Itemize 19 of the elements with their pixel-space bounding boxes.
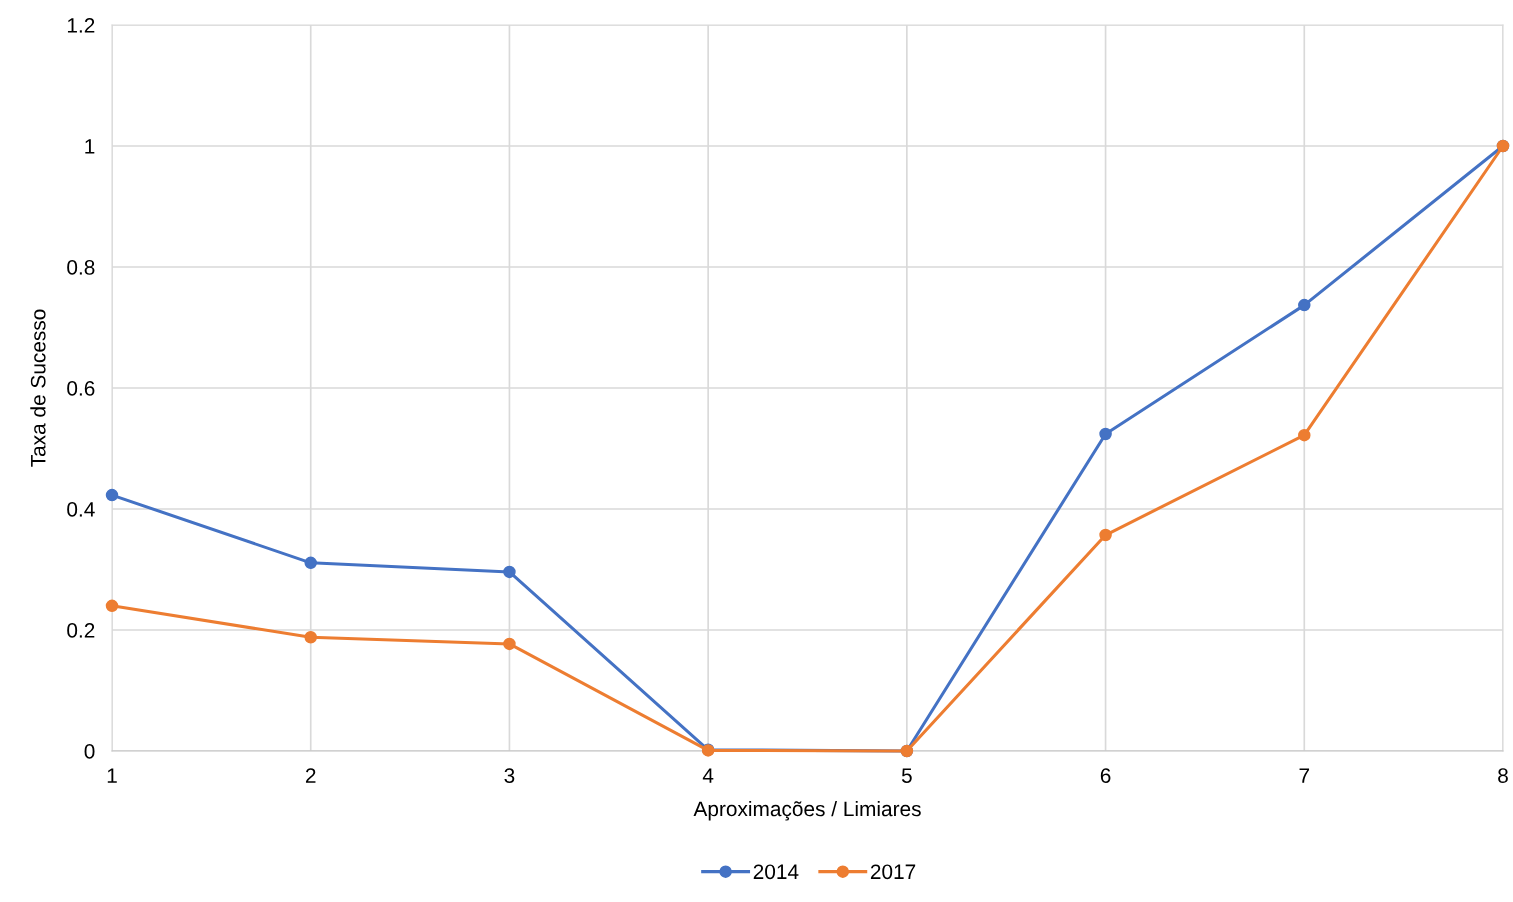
x-tick-label: 8 <box>1498 768 1508 783</box>
y-tick-label: 0.6 <box>67 381 95 396</box>
x-tick-label: 4 <box>702 768 714 783</box>
x-tick-label: 3 <box>504 768 515 783</box>
legend-label: 2017 <box>870 864 916 880</box>
x-tick-label: 5 <box>901 768 912 783</box>
x-tick-label: 2 <box>305 768 316 783</box>
x-axis-title: Aproximações / Limiares <box>693 800 921 821</box>
y-tick-label: 0.2 <box>67 623 95 638</box>
y-axis-title: Taxa de Sucesso <box>30 309 46 467</box>
legend-label: 2014 <box>753 864 799 880</box>
x-tick-label: 6 <box>1100 768 1111 783</box>
x-tick-label: 1 <box>107 768 117 783</box>
y-tick-label: 0.8 <box>67 260 95 275</box>
y-tick-label: 1.2 <box>67 18 95 33</box>
y-tick-label: 1 <box>85 139 95 154</box>
y-tick-label: 0.4 <box>67 502 95 517</box>
y-tick-label: 0 <box>84 744 95 759</box>
x-tick-label: 7 <box>1299 768 1310 783</box>
